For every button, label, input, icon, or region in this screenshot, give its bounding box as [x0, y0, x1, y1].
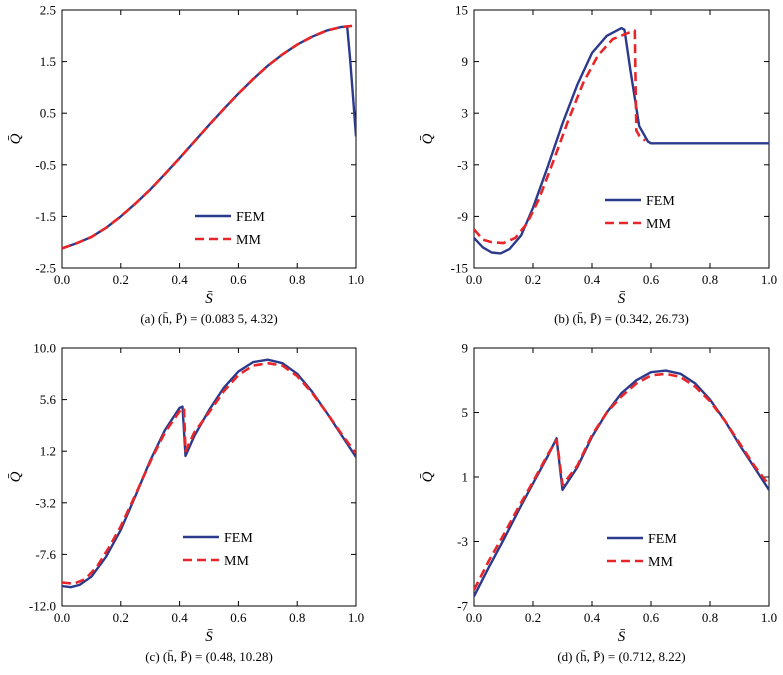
y-tick-label: -12.0 [29, 599, 56, 614]
y-axis-label: Q̄ [420, 471, 436, 482]
x-tick-label: 0.0 [54, 272, 70, 287]
x-tick-label: 0.4 [584, 610, 601, 625]
x-tick-label: 0.4 [171, 272, 188, 287]
x-axis-label: S̄ [205, 291, 213, 307]
series-mm-line [474, 29, 646, 245]
x-tick-label: 1.0 [348, 272, 364, 287]
panel-caption: (d) (h̄, P̄) = (0.712, 8.22) [557, 649, 685, 664]
x-tick-label: 0.8 [289, 272, 305, 287]
y-tick-label: 1 [462, 470, 469, 485]
y-tick-label: 1.2 [40, 444, 56, 459]
panel-caption: (c) (h̄, P̄) = (0.48, 10.28) [145, 649, 273, 664]
y-axis-label: Q̄ [8, 133, 24, 144]
plot-frame [473, 347, 770, 607]
y-tick-label: -15 [451, 261, 468, 276]
panel-d: 0.0 0.2 0.4 0.6 0.8 1.0 -7 -3 1 5 9 S̄ Q̄ (d) (h̄, P̄… [420, 341, 777, 665]
panel-c: 0.0 0.2 0.4 0.6 0.8 1.0 -12.0 -7.6 -3.2 1.2 5.6 10.… [8, 341, 364, 665]
y-tick-label: 9 [462, 54, 469, 69]
x-tick-label: 0.4 [584, 272, 601, 287]
series-fem-line [62, 358, 356, 589]
legend: FEM MM [195, 210, 265, 248]
x-tick-label: 0.8 [289, 610, 305, 625]
legend-label-mm: MM [236, 233, 261, 248]
legend-label-mm: MM [224, 554, 249, 569]
x-tick-label: 1.0 [761, 610, 777, 625]
x-tick-label: 0.6 [643, 610, 660, 625]
x-axis-label: S̄ [205, 629, 213, 645]
series-fem-line [474, 369, 769, 597]
legend: FEM MM [605, 194, 675, 232]
plot-frame [473, 9, 770, 269]
x-tick-label: 0.2 [113, 272, 129, 287]
y-tick-label: 15 [455, 3, 468, 18]
panel-a: 0.0 0.2 0.4 0.6 0.8 1.0 -2.5 -1.5 -0.5 0.5 1.5 2.5 S… [8, 3, 364, 327]
series-fem-line [474, 26, 769, 255]
x-tick-label: 0.2 [525, 610, 541, 625]
legend: FEM MM [607, 532, 677, 570]
x-tick-label: 0.8 [702, 610, 718, 625]
y-tick-label: -9 [457, 209, 468, 224]
x-axis-label: S̄ [618, 629, 626, 645]
y-tick-label: 10.0 [33, 341, 56, 356]
y-tick-label: -3.2 [35, 495, 56, 510]
x-tick-label: 0.6 [230, 272, 247, 287]
y-tick-label: 5.6 [40, 392, 57, 407]
plot-frame [61, 9, 357, 269]
y-tick-label: 9 [462, 341, 469, 356]
y-tick-label: 3 [462, 106, 469, 121]
x-tick-label: 0.0 [466, 610, 482, 625]
y-tick-label: -2.5 [35, 261, 56, 276]
panel-caption: (a) (h̄, P̄) = (0.083 5, 4.32) [140, 311, 277, 326]
y-tick-label: -7.6 [35, 547, 56, 562]
x-tick-label: 1.0 [761, 272, 777, 287]
legend-label-fem: FEM [224, 531, 253, 546]
x-tick-label: 0.0 [54, 610, 70, 625]
series-mm-line [474, 372, 769, 591]
legend-label-fem: FEM [648, 532, 677, 547]
x-tick-label: 0.4 [171, 610, 188, 625]
x-tick-label: 0.0 [466, 272, 482, 287]
legend-label-fem: FEM [236, 210, 265, 225]
y-tick-label: -0.5 [35, 157, 56, 172]
legend-label-mm: MM [648, 555, 673, 570]
panel-b: 0.0 0.2 0.4 0.6 0.8 1.0 -15 -9 -3 3 9 15 S̄ Q̄ (b) (h̄… [420, 3, 777, 327]
y-tick-label: 2.5 [40, 3, 56, 18]
x-tick-label: 0.6 [230, 610, 247, 625]
legend-label-mm: MM [646, 217, 671, 232]
y-tick-label: -7 [457, 599, 468, 614]
x-axis-label: S̄ [618, 291, 626, 307]
y-tick-label: -3 [457, 534, 468, 549]
legend-label-fem: FEM [646, 194, 675, 209]
y-axis-label: Q̄ [8, 471, 24, 482]
x-tick-label: 0.2 [525, 272, 541, 287]
x-tick-label: 0.2 [113, 610, 129, 625]
x-tick-label: 0.8 [702, 272, 718, 287]
y-tick-label: -1.5 [35, 209, 56, 224]
y-axis-label: Q̄ [420, 133, 436, 144]
series-mm-line [62, 361, 356, 585]
y-tick-label: 5 [462, 405, 469, 420]
panel-caption: (b) (h̄, P̄) = (0.342, 26.73) [554, 311, 689, 326]
y-tick-label: 0.5 [40, 106, 56, 121]
series-mm-line [62, 24, 356, 250]
x-tick-label: 0.6 [643, 272, 660, 287]
x-tick-label: 1.0 [348, 610, 364, 625]
y-tick-label: 1.5 [40, 54, 56, 69]
legend: FEM MM [183, 531, 253, 569]
y-tick-label: -3 [457, 157, 468, 172]
plot-frame [61, 347, 357, 607]
